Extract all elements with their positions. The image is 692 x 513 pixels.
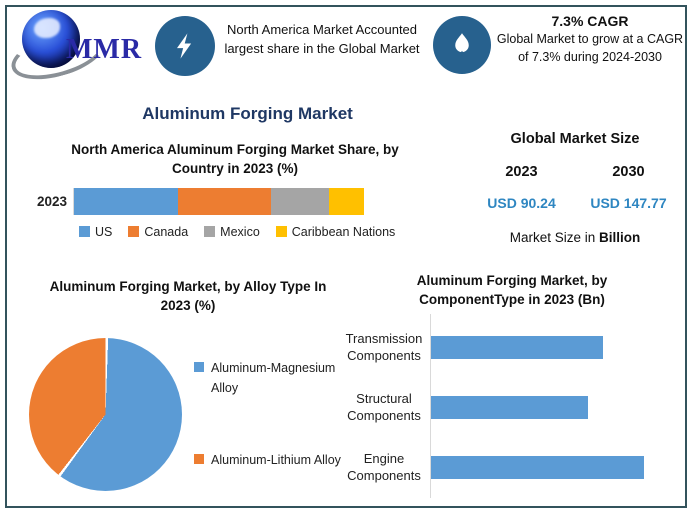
legend-label: Aluminum-Magnesium Alloy — [211, 361, 336, 395]
legend-item-caribbean-nations: Caribbean Nations — [275, 224, 396, 239]
value-start: USD 90.24 — [487, 195, 556, 211]
note-bold: Billion — [599, 230, 641, 245]
lightning-badge — [155, 16, 215, 76]
bar-segment-canada — [178, 187, 272, 215]
legend-label: US — [95, 224, 113, 239]
country-share-chart-title: North America Aluminum Forging Market Sh… — [71, 142, 399, 176]
hbar-bar-area — [430, 456, 686, 480]
mmr-logo: MMR — [6, 8, 149, 89]
legend-swatch — [194, 362, 204, 372]
hbar-category-label: Structural Components — [347, 390, 421, 423]
page-title: Aluminum Forging Market — [142, 104, 353, 123]
year-end: 2030 — [612, 164, 645, 180]
stacked-bar-legend: US Canada Mexico Caribbean Nations — [79, 225, 445, 239]
hbar-row: Structural Components — [338, 378, 686, 438]
legend-swatch — [128, 226, 140, 238]
stacked-bar-row: 2023 — [25, 187, 445, 215]
legend-label: Canada — [144, 224, 189, 239]
pie-legend: Aluminum-Magnesium Alloy Aluminum-Lithium… — [194, 358, 344, 470]
hbar-axis-line — [430, 313, 431, 498]
country-share-chart: North America Aluminum Forging Market Sh… — [25, 141, 445, 239]
hbar-category-label: Transmission Components — [345, 330, 423, 363]
alloy-type-chart-title: Aluminum Forging Market, by Alloy Type I… — [49, 279, 327, 313]
flame-badge — [433, 16, 491, 74]
stacked-bar — [73, 187, 364, 215]
bar-segment-us — [74, 187, 179, 215]
legend-item-us: US — [79, 225, 112, 239]
hbar-plot: Transmission Components Structural Compon… — [338, 313, 686, 498]
bar-structural-components — [431, 396, 589, 420]
pie-legend-item-2: Aluminum-Lithium Alloy — [194, 450, 344, 470]
legend-swatch — [275, 226, 287, 238]
globe-icon — [22, 10, 80, 68]
legend-label: Aluminum-Lithium Alloy — [211, 453, 341, 467]
pie-chart — [29, 338, 182, 491]
legend-item-canada: Canada — [128, 225, 188, 239]
legend-label: Caribbean Nations — [291, 224, 396, 239]
legend-label: Mexico — [220, 224, 260, 239]
hbar-row: Engine Components — [338, 438, 686, 498]
cagr-title: 7.3% CAGR — [551, 13, 629, 29]
legend-swatch — [79, 226, 90, 238]
market-size-title: Global Market Size — [510, 131, 640, 147]
hbar-rows: Transmission Components Structural Compon… — [338, 318, 686, 498]
market-size-years: 2023 2030 — [468, 164, 682, 180]
component-type-chart: Aluminum Forging Market, by ComponentTyp… — [338, 272, 686, 498]
hbar-category-label: Engine Components — [347, 450, 421, 483]
bar-transmission-components — [431, 336, 604, 360]
hbar-bar-area — [430, 336, 686, 360]
year-start: 2023 — [505, 164, 538, 180]
legend-swatch — [194, 454, 204, 464]
fact2-block: 7.3% CAGR Global Market to grow at a CAG… — [494, 13, 686, 66]
market-size-values: USD 90.24 USD 147.77 — [468, 195, 682, 211]
hbar-row: Transmission Components — [338, 318, 686, 378]
flame-icon — [455, 33, 469, 56]
market-size-note: Market Size in Billion — [468, 230, 682, 245]
logo-text: MMR — [66, 34, 143, 65]
lightning-icon — [177, 33, 192, 59]
component-type-chart-title: Aluminum Forging Market, by ComponentTyp… — [416, 273, 608, 307]
bar-segment-mexico — [271, 187, 330, 215]
alloy-type-chart: Aluminum Forging Market, by Alloy Type I… — [18, 278, 358, 503]
stacked-bar-category-label: 2023 — [36, 193, 67, 209]
legend-item-mexico: Mexico — [204, 225, 260, 239]
pie-legend-item-1: Aluminum-Magnesium Alloy — [194, 358, 344, 398]
hbar-bar-area — [430, 396, 686, 420]
market-size-panel: Global Market Size 2023 2030 USD 90.24 U… — [468, 131, 682, 245]
note-regular: Market Size in — [509, 230, 600, 245]
bar-segment-caribbean-nations — [329, 187, 364, 215]
legend-swatch — [204, 226, 216, 238]
cagr-text: Global Market to grow at a CAGR of 7.3% … — [496, 32, 684, 64]
fact1-text: North America Market Accounted largest s… — [224, 22, 420, 56]
value-end: USD 147.77 — [590, 195, 667, 211]
bar-engine-components — [431, 456, 644, 480]
